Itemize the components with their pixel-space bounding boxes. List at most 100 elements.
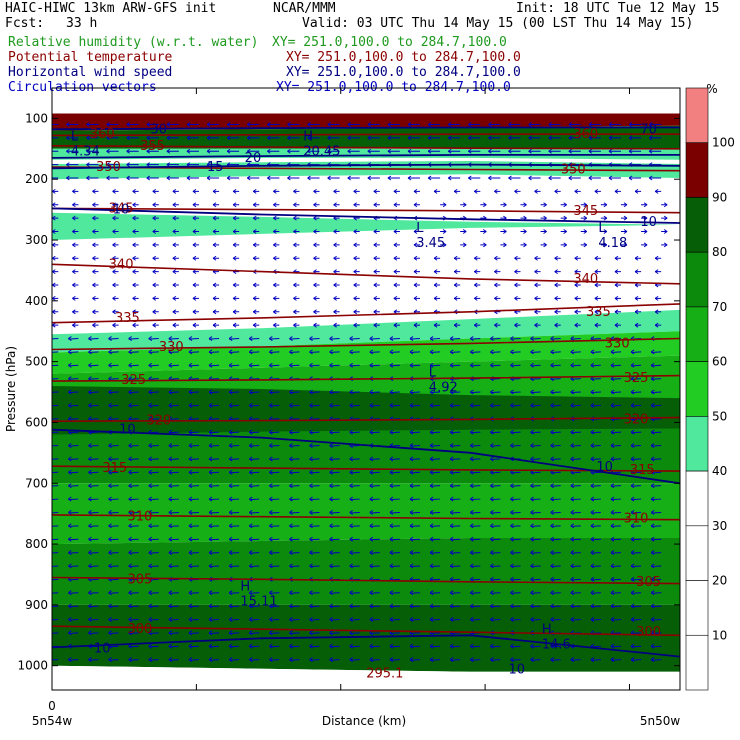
circulation-vector-489 <box>534 322 541 328</box>
vector-head <box>68 523 72 529</box>
vector-shaft <box>470 351 481 354</box>
vector-shaft <box>309 404 320 407</box>
circulation-vector-273 <box>560 229 567 234</box>
vector-head <box>470 536 474 542</box>
circulation-vector-1113 <box>610 590 621 596</box>
vector-shaft <box>409 458 421 461</box>
vector-head <box>126 135 130 141</box>
vector-shaft <box>309 458 320 461</box>
circulation-vector-48 <box>387 135 400 141</box>
vector-shaft <box>309 485 320 487</box>
vector-shaft <box>68 431 79 434</box>
vector-head <box>490 496 494 502</box>
vector-head <box>273 229 277 234</box>
vector-shaft <box>68 391 79 394</box>
vector-shaft <box>329 471 340 474</box>
vector-head <box>442 242 447 248</box>
theta-label-20: 310 <box>624 512 649 527</box>
vector-head <box>650 510 655 515</box>
vector-shaft <box>490 525 501 527</box>
circulation-vector-84 <box>488 148 501 154</box>
circulation-vector-869 <box>68 496 79 502</box>
circulation-vector-379 <box>192 282 199 288</box>
circulation-vector-876 <box>208 496 220 502</box>
vector-head <box>449 443 454 448</box>
circulation-vector-1115 <box>650 590 662 596</box>
circulation-vector-1129 <box>309 603 320 609</box>
vector-shaft <box>510 445 521 447</box>
vector-head <box>643 202 648 208</box>
circulation-vector-1154 <box>188 617 199 622</box>
vector-head <box>66 122 70 127</box>
vector-shaft <box>168 364 179 367</box>
circulation-vector-897 <box>630 496 642 502</box>
vector-head <box>289 550 293 555</box>
circulation-vector-628 <box>208 389 220 395</box>
circulation-vector-737 <box>530 429 541 435</box>
vector-shaft <box>128 659 139 661</box>
circulation-vector-137 <box>307 175 320 181</box>
vector-head <box>329 590 333 596</box>
vector-head <box>289 456 293 462</box>
vector-shaft <box>450 471 461 474</box>
circulation-vector-1015 <box>510 550 521 555</box>
vector-head <box>534 309 538 315</box>
vector-head <box>483 229 487 234</box>
vector-shaft <box>510 565 521 568</box>
circulation-vector-410 <box>192 295 199 301</box>
vector-shaft <box>128 538 139 541</box>
wind-contour-10-0 <box>52 428 680 485</box>
vector-head <box>188 617 193 622</box>
vector-head <box>126 122 130 127</box>
vector-head <box>548 175 552 181</box>
vector-shaft <box>389 338 400 340</box>
circulation-vector-85 <box>508 148 521 154</box>
circulation-vector-650 <box>650 389 662 395</box>
vector-head <box>474 269 478 275</box>
circulation-vector-1044 <box>470 563 481 569</box>
vector-shaft <box>309 471 320 474</box>
vector-head <box>273 188 277 194</box>
vector-head <box>168 563 173 569</box>
vector-head <box>248 429 253 435</box>
vector-head <box>88 590 92 596</box>
circulation-vector-1005 <box>309 550 320 555</box>
vector-head <box>409 603 414 609</box>
circulation-vector-776 <box>68 456 79 462</box>
vector-shaft <box>530 351 541 354</box>
vector-shaft <box>329 351 340 354</box>
circulation-vector-918 <box>429 510 441 515</box>
circulation-vector-262 <box>333 229 340 234</box>
vector-shaft <box>168 605 179 608</box>
circulation-vector-37 <box>166 135 179 141</box>
vector-shaft <box>269 605 280 608</box>
circulation-vector-38 <box>186 135 199 141</box>
vector-head <box>470 349 474 355</box>
circulation-vector-934 <box>128 523 139 529</box>
circulation-vector-180 <box>554 188 561 194</box>
vector-shaft <box>128 485 139 487</box>
circulation-vector-336 <box>574 255 581 261</box>
circulation-vector-333 <box>514 255 521 261</box>
vector-head <box>208 617 213 622</box>
circulation-vector-802 <box>590 456 601 462</box>
vector-shaft <box>108 378 119 380</box>
vector-shaft <box>168 418 179 420</box>
vector-shaft <box>530 364 541 367</box>
vector-head <box>228 496 233 502</box>
vector-shaft <box>610 445 621 447</box>
circulation-vector-906 <box>188 510 199 515</box>
vector-head <box>148 590 153 596</box>
vector-head <box>313 322 317 328</box>
circulation-vector-1158 <box>269 617 280 622</box>
vector-head <box>628 135 633 141</box>
circulation-vector-1040 <box>389 563 400 569</box>
vector-head <box>630 523 635 529</box>
vector-shaft <box>229 338 240 340</box>
vector-shaft <box>570 498 581 501</box>
vector-head <box>650 376 655 382</box>
vector-head <box>349 643 353 649</box>
vector-head <box>333 269 337 275</box>
circulation-vector-661 <box>248 403 260 408</box>
circulation-vector-1255 <box>349 657 360 663</box>
